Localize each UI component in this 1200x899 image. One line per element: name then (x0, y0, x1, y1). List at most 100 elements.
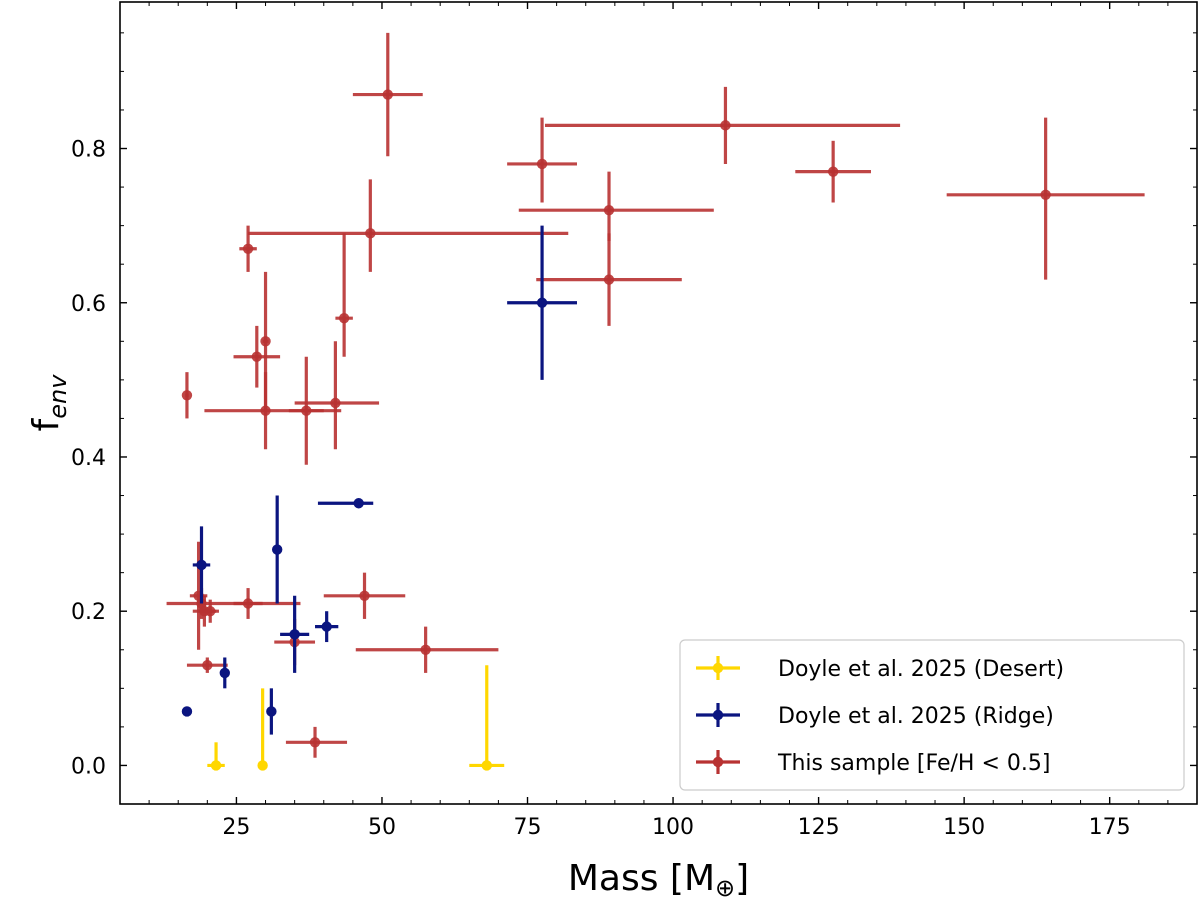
y-axis-label-main: f (26, 417, 67, 431)
x-tick-label: 100 (652, 815, 694, 840)
x-axis-label-close: ] (735, 858, 749, 899)
data-point (186, 657, 228, 673)
y-axis-label: fenv (26, 374, 72, 432)
data-point (280, 595, 310, 673)
legend-label: Doyle et al. 2025 (Desert) (778, 657, 1064, 682)
point-marker (1040, 189, 1051, 200)
point-marker (289, 629, 300, 640)
data-point (233, 588, 263, 619)
point-marker (271, 544, 283, 555)
legend-entry: Doyle et al. 2025 (Desert) (696, 656, 1064, 682)
legend-marker (712, 662, 724, 674)
data-point (335, 233, 353, 357)
point-marker (827, 166, 839, 177)
legend-entry: Doyle et al. 2025 (Ridge) (696, 703, 1054, 729)
legend-label: Doyle et al. 2025 (Ridge) (778, 704, 1054, 729)
point-marker (382, 89, 393, 100)
legend-box (679, 639, 1185, 791)
data-point (248, 179, 569, 272)
point-marker (202, 659, 213, 671)
data-point (201, 599, 219, 623)
x-axis-label: Mass [M⊕] (568, 858, 749, 899)
data-point (507, 225, 577, 380)
data-point (507, 117, 577, 203)
y-tick-label: 0.2 (71, 600, 106, 625)
point-marker (309, 737, 321, 748)
point-marker (205, 606, 216, 617)
data-point (285, 726, 348, 758)
point-marker (330, 397, 341, 409)
point-marker (301, 405, 312, 416)
point-marker (266, 706, 277, 717)
data-point (257, 688, 268, 771)
y-tick-label: 0.0 (71, 754, 106, 779)
point-marker (181, 390, 193, 401)
data-point (795, 140, 871, 203)
legend-entries: Doyle et al. 2025 (Desert) Doyle et al. 2… (696, 656, 1064, 776)
data-series (166, 32, 1145, 771)
plot-frame (119, 1, 1198, 805)
point-marker (257, 760, 268, 771)
x-tick-label: 50 (368, 815, 396, 840)
legend-entry: This sample [Fe/H < 0.5] (696, 750, 1050, 776)
x-tick-label: 75 (514, 815, 542, 840)
point-marker (603, 274, 615, 285)
x-tick-label: 175 (1089, 815, 1131, 840)
data-point (352, 32, 423, 157)
point-marker (536, 158, 548, 170)
x-tick-label: 150 (943, 815, 985, 840)
point-marker (251, 351, 263, 362)
point-marker (365, 228, 376, 239)
data-point (355, 626, 499, 673)
data-point (233, 325, 281, 388)
point-marker (260, 336, 271, 347)
data-point (315, 611, 339, 643)
point-marker (338, 312, 350, 324)
data-point (192, 526, 211, 604)
data-point (317, 498, 374, 509)
data-point (544, 86, 901, 164)
point-marker (321, 621, 332, 632)
point-marker (260, 405, 271, 416)
series-1 (181, 225, 577, 735)
point-marker (536, 297, 548, 308)
point-marker (359, 590, 370, 601)
legend-marker (712, 756, 724, 768)
axis-ticks: 25 50 75 100 125 150 175 0.0 0.2 0.4 0.6 0.8 (71, 2, 1197, 840)
data-point (219, 657, 230, 689)
series-0 (207, 665, 505, 771)
data-point (536, 233, 682, 326)
y-tick-label: 0.8 (71, 138, 106, 163)
data-point (266, 688, 277, 735)
data-point (946, 117, 1145, 280)
point-marker (210, 760, 222, 771)
point-marker (720, 120, 731, 131)
data-point (518, 171, 714, 242)
data-point (323, 572, 406, 619)
legend: Doyle et al. 2025 (Desert) Doyle et al. 2… (679, 639, 1185, 791)
point-marker (242, 598, 254, 609)
x-tick-label: 125 (798, 815, 840, 840)
series-2 (166, 32, 1145, 758)
y-tick-label: 0.4 (71, 446, 106, 471)
data-point (469, 665, 505, 771)
point-marker (603, 205, 615, 216)
data-point (207, 742, 225, 771)
x-axis-label-symbol: ⊕ (715, 874, 735, 899)
point-marker (219, 667, 230, 679)
x-axis-label-text: Mass [M (568, 858, 715, 899)
point-marker (181, 706, 193, 717)
data-point (181, 372, 193, 419)
y-tick-label: 0.6 (71, 292, 106, 317)
legend-label: This sample [Fe/H < 0.5] (777, 751, 1050, 776)
data-point (294, 341, 380, 450)
data-point (181, 706, 193, 717)
point-marker (420, 644, 431, 655)
legend-marker (712, 709, 724, 721)
data-point (271, 495, 283, 604)
point-marker (481, 760, 492, 771)
x-tick-label: 25 (222, 815, 250, 840)
point-marker (242, 243, 254, 254)
point-marker (196, 559, 207, 571)
